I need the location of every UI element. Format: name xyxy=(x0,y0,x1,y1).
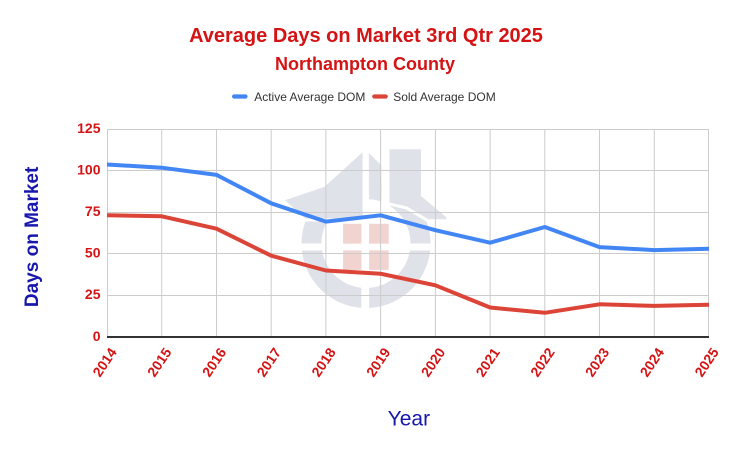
svg-text:0: 0 xyxy=(93,328,101,344)
svg-text:25: 25 xyxy=(85,286,101,302)
svg-text:Northampton County: Northampton County xyxy=(275,54,455,74)
svg-text:Days on Market: Days on Market xyxy=(22,166,43,307)
svg-text:Active Average DOM: Active Average DOM xyxy=(254,90,365,104)
svg-text:Average Days on Market 3rd Qtr: Average Days on Market 3rd Qtr 2025 xyxy=(189,25,543,47)
svg-text:100: 100 xyxy=(77,161,101,177)
svg-text:125: 125 xyxy=(77,120,101,136)
svg-text:50: 50 xyxy=(85,245,101,261)
svg-text:75: 75 xyxy=(85,203,101,219)
svg-text:Sold Average DOM: Sold Average DOM xyxy=(393,90,496,104)
svg-text:Year: Year xyxy=(388,408,430,431)
